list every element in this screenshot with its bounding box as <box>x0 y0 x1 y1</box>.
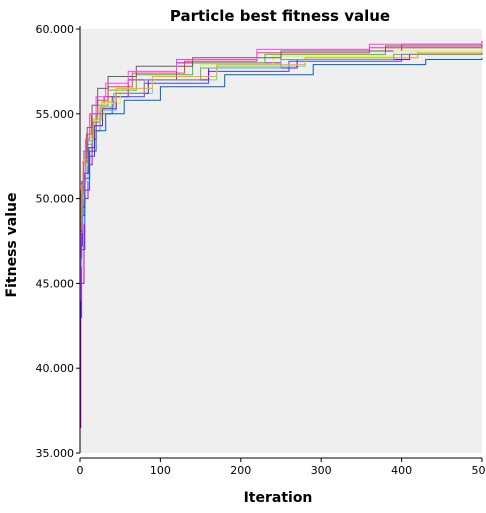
y-tick-label: 50.000 <box>36 193 75 206</box>
x-tick-label: 100 <box>150 464 171 477</box>
y-tick-label: 55.000 <box>36 108 75 121</box>
x-tick-label: 0 <box>77 464 84 477</box>
x-tick-label: 300 <box>311 464 332 477</box>
y-tick-label: 40.000 <box>36 362 75 375</box>
x-axis-title: Iteration <box>244 490 313 506</box>
plot-area <box>80 29 482 453</box>
y-tick-label: 60.000 <box>36 23 75 36</box>
x-tick-label: 200 <box>230 464 251 477</box>
y-axis-title: Fitness value <box>4 193 20 298</box>
x-tick-label: 400 <box>391 464 412 477</box>
x-tick-label: 500 <box>472 464 486 477</box>
y-tick-label: 35.000 <box>36 447 75 460</box>
chart-title: Particle best fitness value <box>170 7 390 25</box>
y-tick-label: 45.000 <box>36 277 75 290</box>
